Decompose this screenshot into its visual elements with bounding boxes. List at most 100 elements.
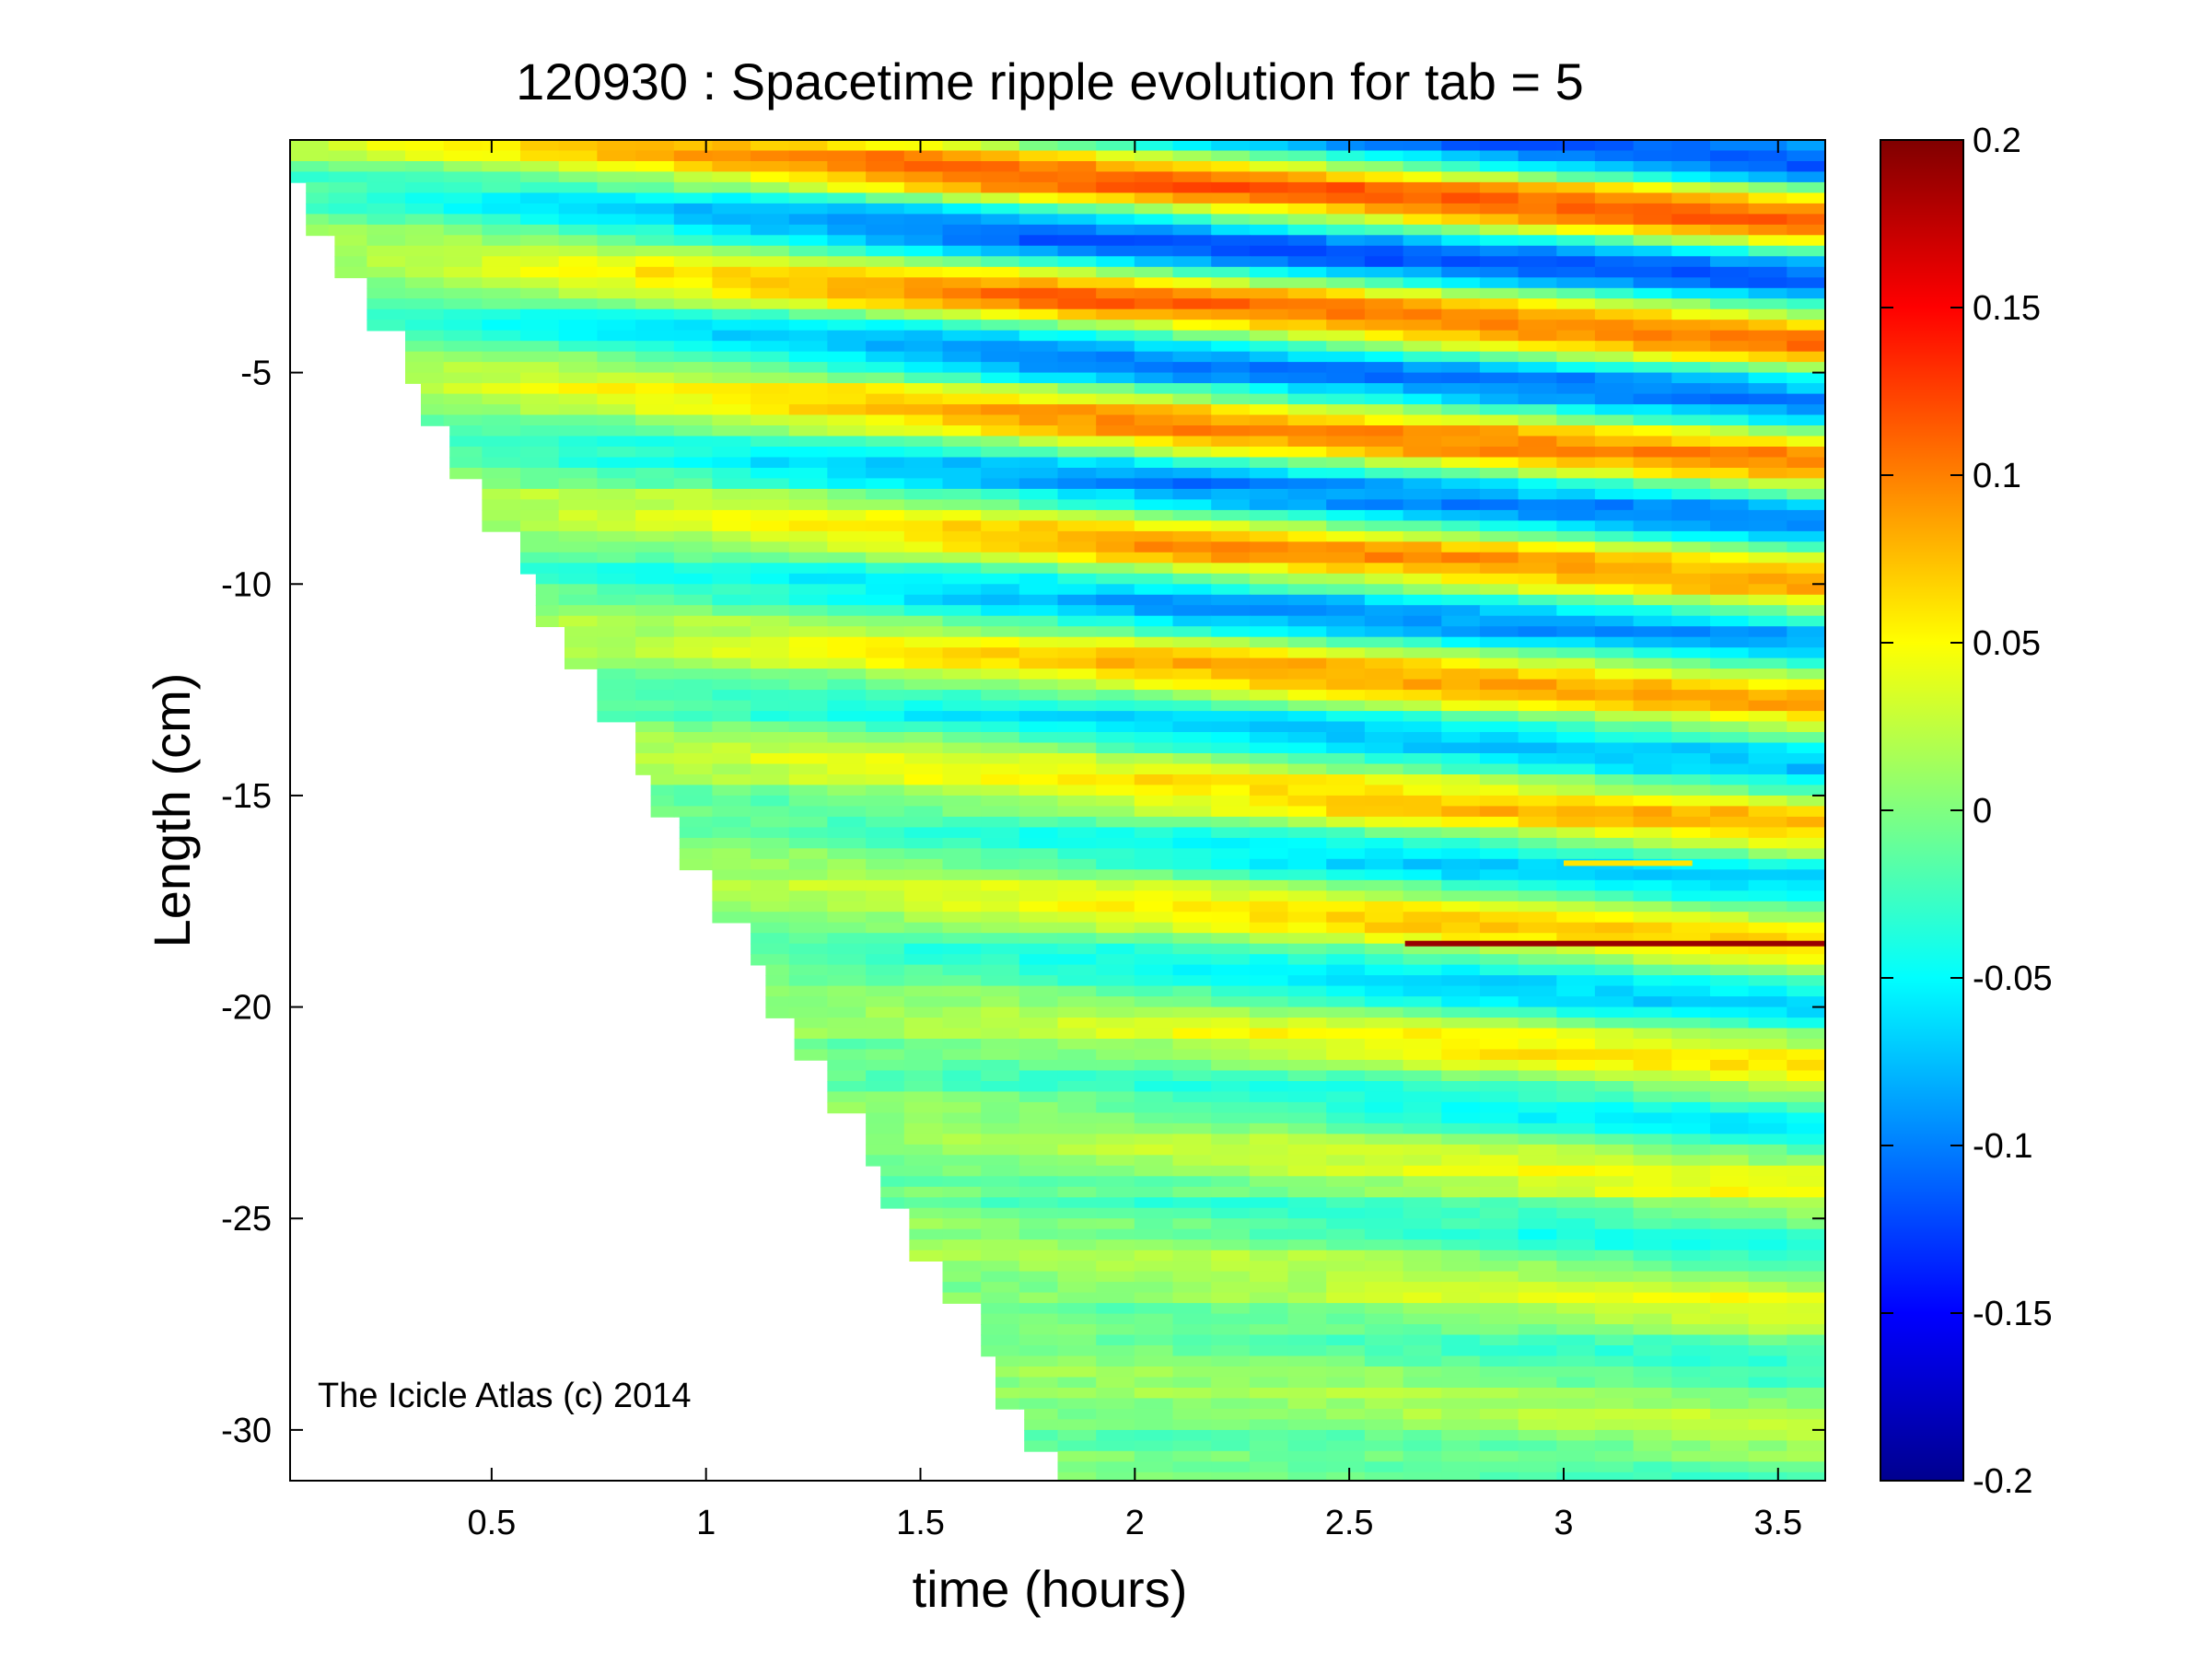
heatmap-cell xyxy=(1019,615,1059,627)
heatmap-cell xyxy=(1134,468,1174,480)
heatmap-layer xyxy=(290,140,1825,1481)
heatmap-cell xyxy=(1096,1176,1135,1188)
heatmap-cell xyxy=(1748,890,1788,902)
heatmap-cell xyxy=(1710,1028,1750,1040)
heatmap-cell xyxy=(405,150,445,162)
heatmap-cell xyxy=(1441,912,1481,924)
heatmap-cell xyxy=(1326,1429,1366,1442)
heatmap-cell xyxy=(788,626,829,638)
heatmap-cell xyxy=(1172,1218,1212,1230)
heatmap-cell xyxy=(1710,1313,1750,1325)
heatmap-cell xyxy=(482,161,521,173)
heatmap-cell xyxy=(866,530,905,543)
heatmap-cell xyxy=(1748,1049,1788,1061)
heatmap-cell xyxy=(1134,1239,1174,1251)
heatmap-cell xyxy=(1710,488,1750,501)
heatmap-cell xyxy=(1019,499,1059,511)
heatmap-cell xyxy=(1326,362,1366,374)
heatmap-cell xyxy=(866,171,905,183)
heatmap-cell xyxy=(1364,436,1404,448)
heatmap-cell xyxy=(1479,901,1519,913)
heatmap-cell xyxy=(367,140,406,152)
heatmap-cell xyxy=(788,277,829,289)
heatmap-cell xyxy=(827,615,867,627)
heatmap-cell xyxy=(679,816,714,829)
heatmap-cell xyxy=(1710,266,1750,279)
heatmap-cell xyxy=(1096,816,1135,829)
heatmap-cell xyxy=(1518,848,1558,860)
heatmap-cell xyxy=(1671,1440,1711,1452)
heatmap-cell xyxy=(1364,700,1404,712)
heatmap-cell xyxy=(827,827,867,839)
heatmap-cell xyxy=(1594,235,1635,247)
heatmap-cell xyxy=(1096,320,1135,331)
heatmap-cell xyxy=(1748,901,1788,913)
heatmap-cell xyxy=(1594,827,1635,839)
heatmap-cell xyxy=(1633,308,1673,320)
heatmap-cell xyxy=(597,414,636,426)
heatmap-cell xyxy=(1594,615,1635,627)
heatmap-cell xyxy=(751,320,790,331)
heatmap-cell xyxy=(1134,383,1174,395)
heatmap-cell xyxy=(1326,1450,1366,1463)
heatmap-cell xyxy=(903,457,944,469)
y-axis-ticks: -5-10-15-20-25-30 xyxy=(221,355,1825,1450)
heatmap-cell xyxy=(1249,626,1289,638)
heatmap-cell xyxy=(673,573,714,586)
heatmap-cell xyxy=(1633,879,1673,892)
heatmap-cell xyxy=(1287,393,1327,405)
heatmap-cell xyxy=(328,150,368,162)
heatmap-cell xyxy=(981,1101,1020,1114)
heatmap-cell xyxy=(942,922,982,934)
heatmap-cell xyxy=(1518,203,1558,215)
heatmap-cell xyxy=(1710,837,1750,850)
heatmap-cell xyxy=(1364,657,1404,669)
heatmap-cell xyxy=(1403,837,1443,850)
heatmap-cell xyxy=(1787,690,1825,702)
heatmap-cell xyxy=(1787,1429,1825,1442)
heatmap-cell xyxy=(1134,287,1174,300)
heatmap-cell xyxy=(1441,700,1481,712)
heatmap-cell xyxy=(1326,181,1366,194)
heatmap-cell xyxy=(788,447,829,459)
heatmap-cell xyxy=(788,785,829,797)
heatmap-cell xyxy=(1633,161,1673,173)
heatmap-cell xyxy=(679,848,714,860)
heatmap-cell xyxy=(1479,1239,1519,1251)
heatmap-cell xyxy=(765,1006,790,1018)
heatmap-cell xyxy=(981,584,1020,596)
heatmap-cell xyxy=(1172,1471,1212,1481)
heatmap-cell xyxy=(712,478,751,490)
heatmap-cell xyxy=(1479,245,1519,258)
heatmap-cell xyxy=(558,140,599,152)
heatmap-cell xyxy=(751,425,790,437)
heatmap-cell xyxy=(1748,858,1788,871)
heatmap-cell xyxy=(535,573,560,586)
heatmap-cell xyxy=(1287,171,1327,183)
heatmap-cell xyxy=(1287,933,1327,945)
heatmap-cell xyxy=(482,214,521,226)
heatmap-cell xyxy=(1710,615,1750,627)
heatmap-cell xyxy=(712,763,751,775)
heatmap-cell xyxy=(1748,1250,1788,1262)
heatmap-cell xyxy=(942,975,982,987)
heatmap-cell xyxy=(1594,732,1635,744)
heatmap-cell xyxy=(1479,985,1519,997)
heatmap-cell xyxy=(1172,1155,1212,1167)
heatmap-cell xyxy=(1556,1207,1596,1219)
heatmap-cell xyxy=(1172,879,1212,892)
heatmap-cell xyxy=(903,1018,944,1029)
heatmap-cell xyxy=(1326,203,1366,215)
heatmap-cell xyxy=(328,203,368,215)
heatmap-cell xyxy=(712,584,751,596)
heatmap-cell xyxy=(1441,140,1481,152)
heatmap-cell xyxy=(1710,1440,1750,1452)
heatmap-cell xyxy=(1057,447,1097,459)
heatmap-cell xyxy=(1748,1408,1788,1421)
heatmap-cell xyxy=(1096,181,1135,194)
heatmap-cell xyxy=(1403,1039,1443,1051)
heatmap-cell xyxy=(1019,192,1059,204)
heatmap-cell xyxy=(903,975,944,987)
heatmap-cell xyxy=(520,341,560,353)
heatmap-cell xyxy=(367,171,406,183)
